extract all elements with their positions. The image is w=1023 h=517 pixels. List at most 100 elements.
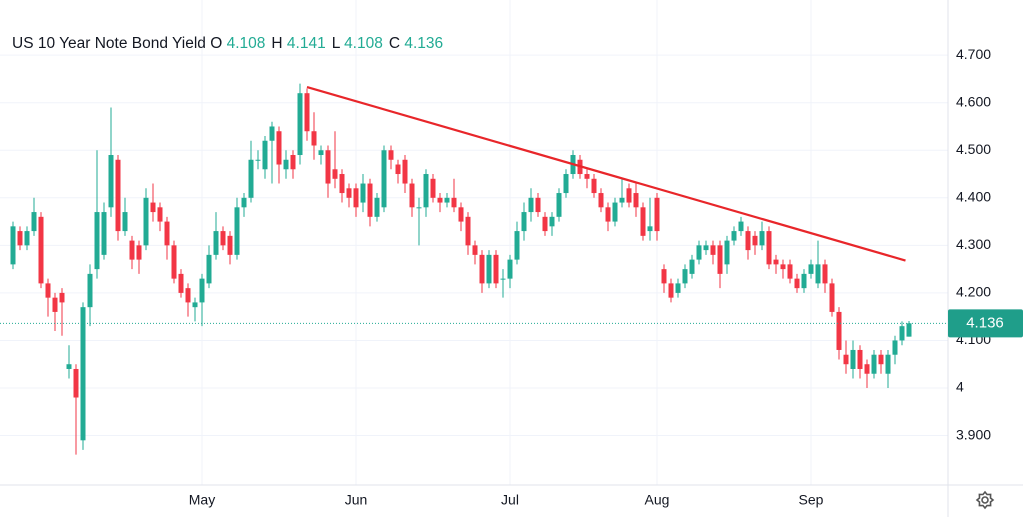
candle-body xyxy=(368,184,373,217)
candle-body xyxy=(746,231,751,250)
candle-body xyxy=(690,260,695,274)
candle-body xyxy=(340,174,345,193)
y-tick-label: 4.300 xyxy=(956,236,991,252)
candle-body xyxy=(109,155,114,207)
settings-icon-hub xyxy=(982,497,988,503)
candle-body xyxy=(473,245,478,255)
candle-body xyxy=(767,231,772,264)
candle-body xyxy=(606,207,611,221)
candle-body xyxy=(354,188,359,207)
candle-body xyxy=(788,264,793,278)
candle-body xyxy=(704,245,709,250)
candle-body xyxy=(284,160,289,170)
candle-body xyxy=(32,212,37,231)
candle-body xyxy=(270,126,275,140)
candle-body xyxy=(697,245,702,259)
candle-body xyxy=(46,283,51,297)
candle-body xyxy=(67,364,72,369)
candle-body xyxy=(634,193,639,207)
candle-body xyxy=(158,207,163,221)
legend-value: 4.108 xyxy=(344,35,383,52)
candle-body xyxy=(116,160,121,231)
candle-body xyxy=(550,217,555,227)
candle-body xyxy=(319,150,324,155)
candle-body xyxy=(872,355,877,374)
candle-body xyxy=(683,269,688,283)
candle-body xyxy=(543,217,548,231)
candle-body xyxy=(522,212,527,231)
candle-body xyxy=(564,174,569,193)
candle-body xyxy=(431,179,436,198)
candle-body xyxy=(494,255,499,284)
candle-body xyxy=(256,160,261,161)
candle-body xyxy=(144,198,149,246)
candle-body xyxy=(725,241,730,265)
candle-body xyxy=(305,93,310,131)
candle-body xyxy=(641,207,646,236)
x-tick-label: May xyxy=(189,492,215,508)
candle-body xyxy=(312,131,317,145)
legend-value: 4.108 xyxy=(227,35,266,52)
candle-body xyxy=(291,155,296,169)
candle-body xyxy=(445,198,450,203)
candle-body xyxy=(844,355,849,365)
legend-value: 4.136 xyxy=(404,35,443,52)
candle-body xyxy=(830,283,835,312)
candle-body xyxy=(620,198,625,203)
candle-body xyxy=(221,231,226,245)
candle-body xyxy=(74,369,79,398)
candle-body xyxy=(536,198,541,212)
candle-body xyxy=(781,264,786,269)
candle-body xyxy=(886,355,891,374)
x-tick-label: Jun xyxy=(345,492,368,508)
legend-key: C xyxy=(389,35,400,52)
grid xyxy=(0,0,948,485)
candle-body xyxy=(130,241,135,260)
candle-body xyxy=(347,188,352,198)
candle-body xyxy=(389,150,394,160)
candle-body xyxy=(669,283,674,297)
candle-body xyxy=(375,198,380,217)
legend-key: O xyxy=(210,35,222,52)
candle-body xyxy=(123,212,128,231)
legend-key: H xyxy=(271,35,282,52)
candle-body xyxy=(739,222,744,232)
candle-body xyxy=(627,188,632,202)
candle-body xyxy=(382,150,387,207)
y-tick-label: 3.900 xyxy=(956,426,991,442)
candle-body xyxy=(53,298,58,312)
price-label: 4.136 xyxy=(966,314,1004,331)
candle-body xyxy=(137,245,142,259)
candle-body xyxy=(865,364,870,374)
candle-body xyxy=(396,165,401,175)
candle-body xyxy=(802,274,807,288)
candle-body xyxy=(718,245,723,274)
candle-body xyxy=(81,307,86,440)
candles xyxy=(0,84,948,455)
candle-body xyxy=(88,274,93,307)
candle-body xyxy=(102,212,107,255)
settings-icon-gear xyxy=(977,492,993,508)
settings-icon[interactable] xyxy=(977,492,993,508)
candle-body xyxy=(186,288,191,302)
ohlc-legend: US 10 Year Note Bond Yield O 4.108H 4.14… xyxy=(12,35,449,53)
y-tick-label: 4 xyxy=(956,379,964,395)
candle-body xyxy=(599,193,604,207)
legend-title: US 10 Year Note Bond Yield xyxy=(12,35,206,52)
candle-body xyxy=(60,293,65,303)
candle-body xyxy=(403,160,408,184)
candle-body xyxy=(816,264,821,283)
candle-body xyxy=(487,255,492,284)
candle-body xyxy=(648,226,653,231)
candle-body xyxy=(613,203,618,222)
candle-body xyxy=(557,193,562,217)
candle-body xyxy=(774,260,779,265)
candle-body xyxy=(214,231,219,255)
candle-body xyxy=(39,217,44,284)
candle-body xyxy=(417,207,422,208)
candle-body xyxy=(900,326,905,340)
candle-body xyxy=(823,264,828,283)
y-tick-label: 4.700 xyxy=(956,46,991,62)
candle-body xyxy=(277,131,282,164)
candle-body xyxy=(242,198,247,208)
